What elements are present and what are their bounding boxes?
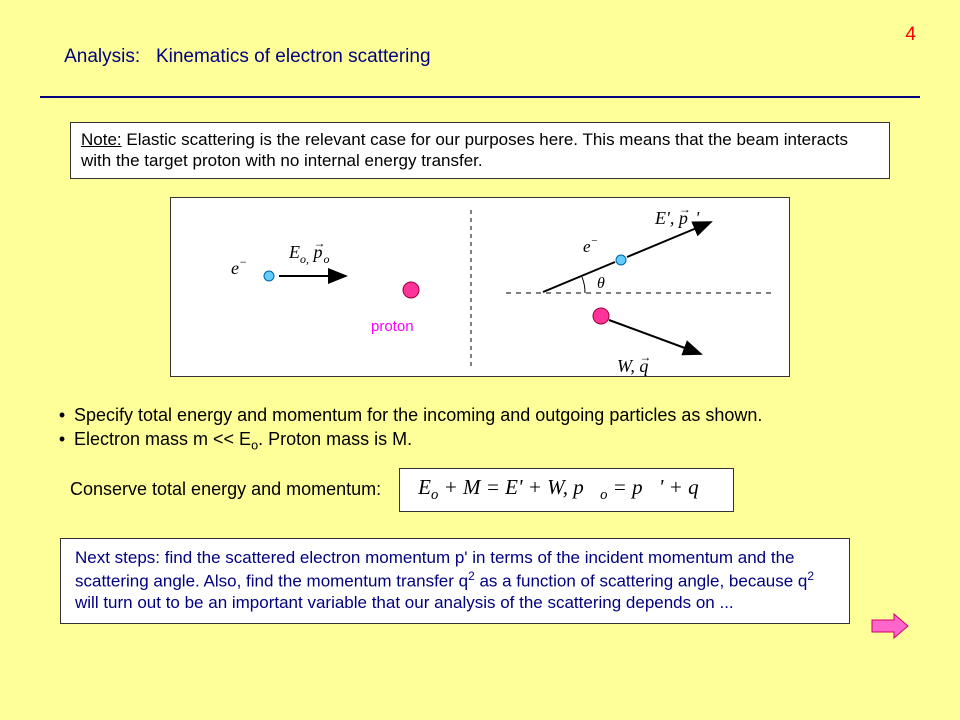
eq-p2: + M = E' + W, p⃗ (438, 475, 600, 499)
title-prefix: Analysis: (64, 46, 156, 67)
bullet-2: • Electron mass m << Eo. Proton mass is … (50, 427, 910, 455)
slide-title: Analysis: Kinematics of electron scatter… (44, 24, 431, 90)
theta-arc (582, 277, 585, 293)
electron-out-label: e− (583, 235, 598, 256)
header-rule (40, 96, 920, 98)
note-text: Elastic scattering is the relevant case … (81, 130, 848, 170)
scattering-diagram: e− Eo, p→o e− E', p→ ' θ W, q→ proton (170, 197, 790, 377)
conservation-equation: Eo + M = E' + W, p⃗o = p⃗' + q⃗ (399, 468, 734, 511)
next-sup2: 2 (807, 569, 814, 583)
diagram-wrap: e− Eo, p→o e− E', p→ ' θ W, q→ proton (0, 197, 960, 377)
proton-text-label: proton (371, 318, 414, 335)
electron-in-label: e− (231, 255, 247, 278)
eq-p1: E (418, 475, 431, 499)
bullet-2-post: . Proton mass is M. (258, 429, 412, 449)
conserve-label: Conserve total energy and momentum: (70, 479, 381, 500)
next-post: will turn out to be an important variabl… (75, 593, 734, 612)
electron-out-energy: E', p→ ' (654, 202, 700, 228)
proton-out-label: W, q→ (617, 350, 651, 376)
incoming-energy-label: Eo, p→o (288, 236, 330, 266)
bullet-2-pre: Electron mass m << E (74, 429, 251, 449)
forward-arrow-icon (870, 612, 910, 640)
bullet-list: • Specify total energy and momentum for … (50, 403, 910, 455)
electron-in-dot (264, 271, 274, 281)
eq-p3: = p⃗' + q⃗ (607, 475, 715, 499)
bullet-1-text: Specify total energy and momentum for th… (74, 403, 762, 427)
note-label: Note: (81, 130, 122, 149)
proton-out-arrow (609, 320, 701, 354)
note-box: Note: Elastic scattering is the relevant… (70, 122, 890, 179)
title-main: Kinematics of electron scattering (156, 46, 431, 67)
theta-label: θ (597, 275, 605, 292)
diagram-svg: e− Eo, p→o e− E', p→ ' θ W, q→ (171, 198, 791, 378)
proton-target-dot (403, 282, 419, 298)
header-row: Analysis: Kinematics of electron scatter… (0, 0, 960, 94)
conserve-row: Conserve total energy and momentum: Eo +… (70, 468, 910, 511)
bullet-dot: • (50, 403, 74, 427)
electron-out-dot (616, 255, 626, 265)
bullet-dot: • (50, 427, 74, 455)
next-sup1: 2 (468, 569, 475, 583)
forward-arrow (870, 612, 910, 640)
proton-out-dot (593, 308, 609, 324)
bullet-1: • Specify total energy and momentum for … (50, 403, 910, 427)
bullet-2-text: Electron mass m << Eo. Proton mass is M. (74, 427, 412, 455)
next-steps-box: Next steps: find the scattered electron … (60, 538, 850, 624)
next-mid: as a function of scattering angle, becau… (475, 571, 808, 590)
slide-number: 4 (905, 24, 916, 46)
